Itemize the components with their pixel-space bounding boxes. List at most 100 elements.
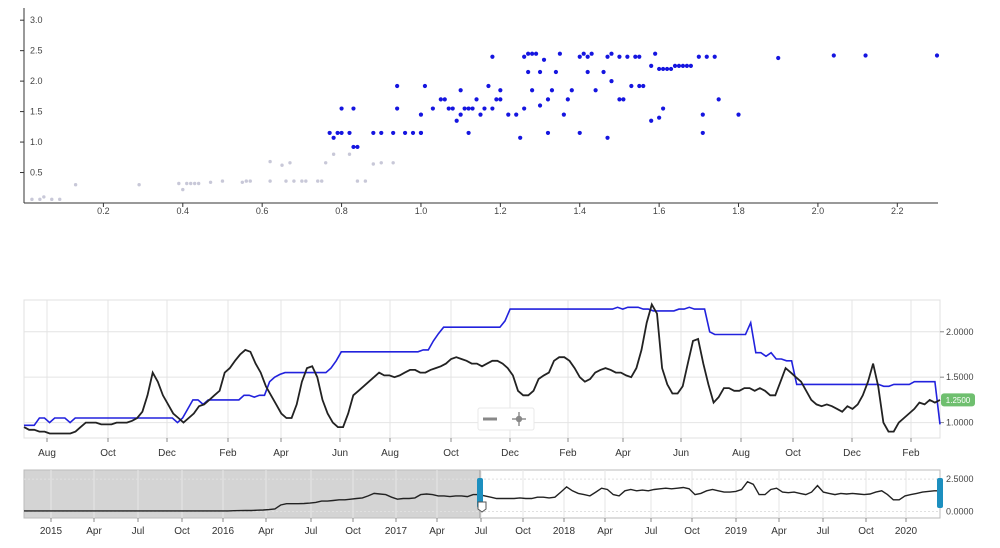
scatter-point (680, 63, 686, 68)
scatter-point (490, 54, 495, 59)
scatter-point (934, 53, 940, 58)
scatter-point (561, 112, 566, 117)
scatter-x-tick-label: 0.2 (97, 206, 110, 216)
scatter-faint-point (355, 179, 360, 183)
line-chart-x-tick-label: Apr (615, 448, 631, 459)
scatter-faint-point (177, 181, 181, 186)
scatter-faint-point (379, 161, 383, 165)
scatter-y-tick-label: 2.5 (30, 46, 43, 56)
scatter-x-tick-label: 2.2 (891, 206, 904, 216)
scatter-point (490, 106, 495, 111)
scatter-faint-point (248, 179, 252, 183)
scatter-point (506, 112, 511, 117)
scatter-x-tick-label: 0.8 (335, 206, 348, 216)
scatter-faint-point (268, 159, 272, 164)
chart-toolbar[interactable] (477, 407, 535, 431)
scatter-point (700, 130, 705, 136)
scatter-point (649, 63, 654, 68)
scatter-point (526, 51, 531, 56)
scatter-point (442, 97, 447, 102)
navigator-right-handle[interactable] (937, 478, 943, 508)
scatter-point (530, 51, 535, 56)
navigator-x-tick-label: Apr (597, 526, 613, 537)
scatter-point (637, 54, 642, 59)
navigator-chart[interactable]: 0.0000 2.5000 (23, 469, 974, 519)
scatter-y-tick-label: 2.0 (30, 76, 43, 86)
scatter-point (355, 144, 360, 150)
scatter-x-tick-label: 1.8 (732, 206, 745, 216)
scatter-point (633, 54, 638, 59)
line-chart-x-tick-label: Dec (501, 448, 519, 459)
scatter-faint-point (185, 181, 189, 186)
line-chart-x-tick-label: Feb (219, 448, 237, 459)
scatter-point (541, 57, 547, 62)
scatter-faint-point (316, 179, 320, 183)
scatter-point (629, 83, 634, 89)
line-chart-y-ticks: 1.0000 1.5000 2.0000 (940, 327, 974, 428)
scatter-point (470, 106, 475, 111)
scatter-faint-point (304, 179, 308, 183)
scatter-faint-point (320, 179, 324, 183)
scatter-point (339, 130, 344, 136)
scatter-point (565, 97, 570, 102)
navigator-x-tick-label: 2020 (895, 526, 918, 537)
scatter-faint-point (363, 179, 368, 183)
scatter-x-tick-label: 1.4 (573, 206, 586, 216)
blue-series-line (24, 306, 941, 427)
scatter-x-tick-label: 0.4 (177, 206, 190, 216)
scatter-point (577, 130, 582, 136)
scatter-faint-point (391, 161, 395, 165)
scatter-point (637, 83, 642, 89)
scatter-point (402, 130, 408, 136)
scatter-faint-point (73, 183, 78, 187)
scatter-faint-point (323, 161, 328, 165)
scatter-faint-point (347, 152, 352, 156)
chart-toolbar-bg (477, 407, 535, 431)
scatter-point (617, 54, 622, 59)
scatter-point (736, 112, 741, 117)
navigator-x-tick-label: Jul (132, 526, 145, 537)
navigator-x-tick-label: Apr (771, 526, 787, 537)
scatter-faint-point (244, 179, 248, 183)
scatter-point (522, 106, 527, 111)
move-icon[interactable] (512, 412, 526, 426)
current-value-badge-bg (941, 393, 975, 407)
scatter-point (418, 112, 424, 117)
scatter-point (478, 112, 483, 117)
scatter-point (537, 103, 543, 108)
scatter-point (553, 69, 559, 75)
line-chart-y-tick-label: 1.0000 (946, 418, 974, 428)
scatter-point (549, 88, 555, 93)
navigator-x-tick-label: Oct (684, 526, 700, 537)
navigator-x-tick-label: 2016 (212, 526, 235, 537)
scatter-point (391, 130, 396, 136)
line-chart-frame (23, 299, 941, 439)
scatter-point (430, 106, 435, 111)
line-chart-x-tick-label: Dec (158, 448, 176, 459)
scatter-point (664, 66, 670, 72)
scatter-faint-point (300, 179, 304, 183)
scatter-faint-point (189, 181, 193, 186)
scatter-faint-point (50, 197, 54, 202)
scatter-faint-point (208, 180, 213, 184)
navigator-y-tick-label: 2.5000 (946, 474, 974, 484)
scatter-point (668, 66, 674, 72)
scatter-point (776, 55, 781, 61)
scatter-point (518, 135, 523, 140)
navigator-x-tick-label: Oct (345, 526, 361, 537)
current-value-label: 1.2500 (946, 396, 971, 405)
navigator-left-handle[interactable] (477, 478, 483, 508)
line-chart-x-tick-label: Feb (902, 448, 920, 459)
line-chart-x-tick-label: Jun (673, 448, 689, 459)
scatter-point (585, 54, 590, 59)
scatter-point (474, 97, 479, 102)
scatter-point (351, 106, 356, 111)
navigator-y-ticks: 0.0000 2.5000 (946, 474, 974, 516)
scatter-point (649, 118, 654, 123)
navigator-x-tick-label: 2018 (553, 526, 576, 537)
line-chart-gridlines (24, 300, 940, 438)
scatter-point (605, 54, 610, 59)
navigator-x-ticks: 2015 Apr Jul Oct 2016 Apr Jul Oct 2017 Apr Jul Oct 2… (40, 518, 918, 537)
navigator-x-tick-label: Jul (475, 526, 488, 537)
